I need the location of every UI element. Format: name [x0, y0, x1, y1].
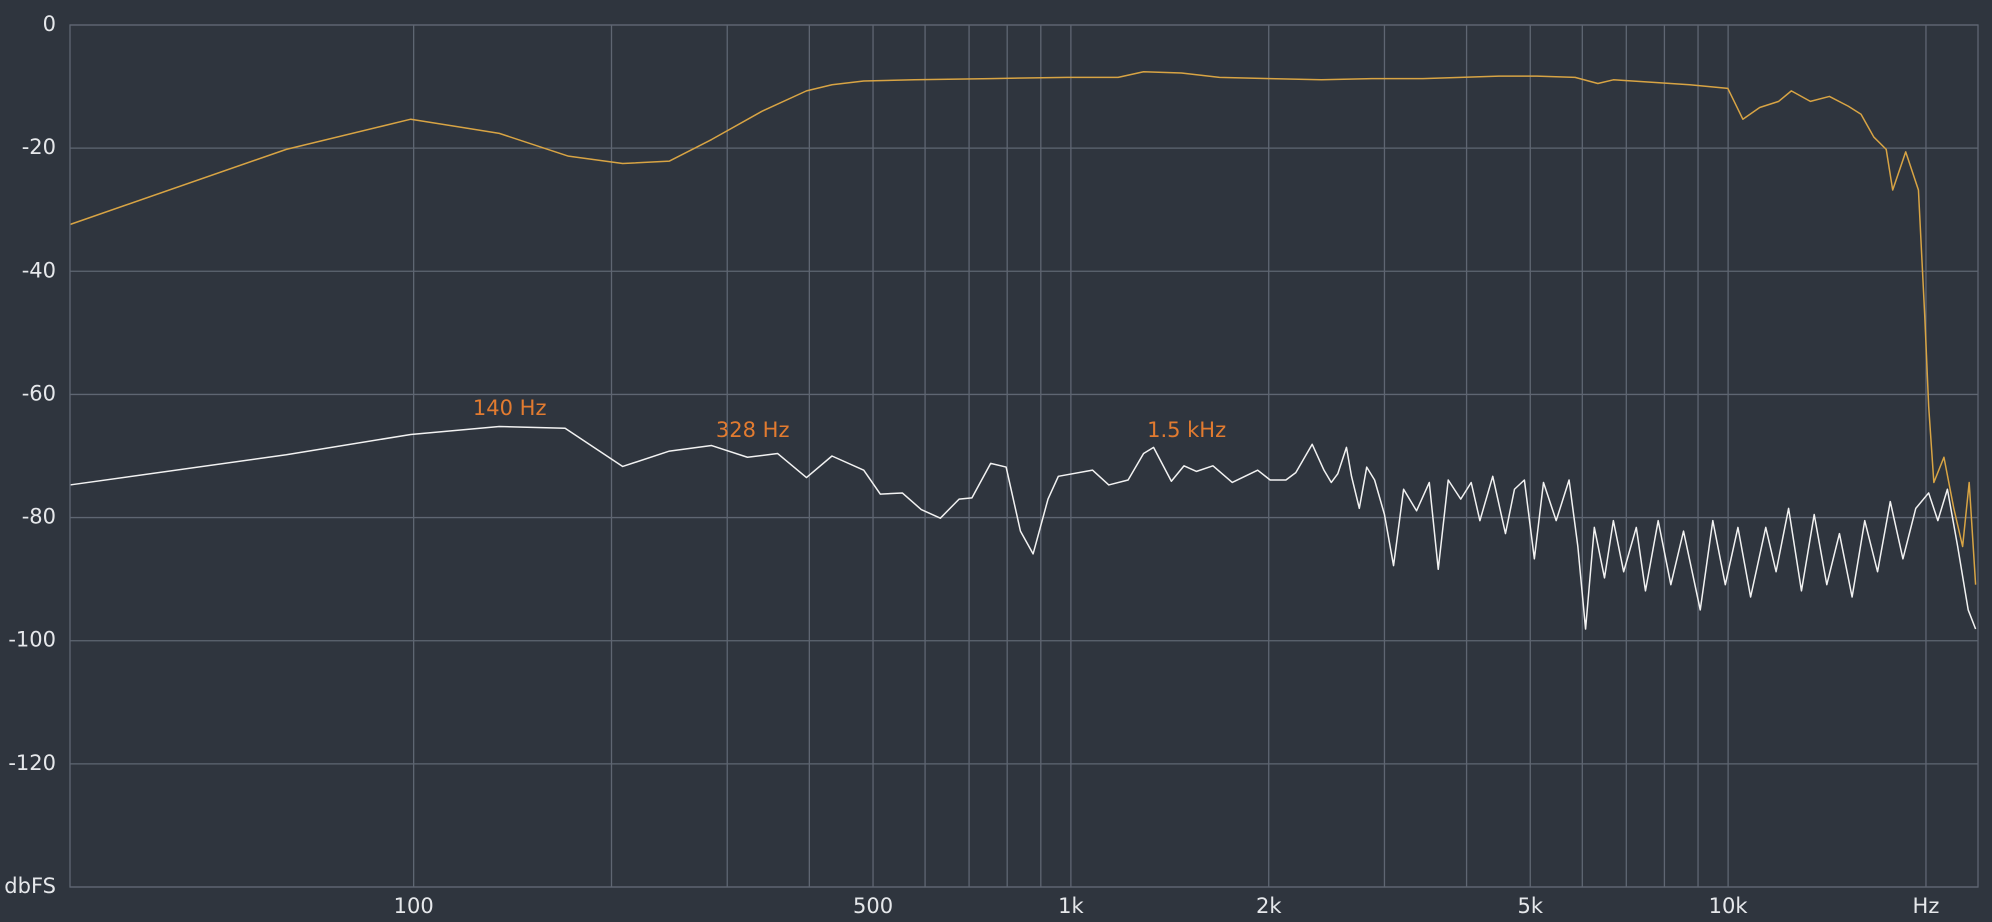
x-tick-label: 100	[394, 894, 434, 918]
y-tick-label: -40	[22, 258, 56, 282]
x-tick-label: 2k	[1256, 894, 1282, 918]
x-tick-label: 10k	[1709, 894, 1749, 918]
plot-frame	[69, 24, 1979, 888]
series-line	[69, 425, 1977, 630]
y-tick-label: dbFS	[4, 874, 56, 898]
series-line	[69, 71, 1977, 585]
plot	[69, 71, 1977, 630]
annotation: 1.5 kHz	[1147, 418, 1226, 442]
y-tick-label: -20	[22, 135, 56, 159]
x-tick-label: 500	[853, 894, 893, 918]
x-tick-label: 1k	[1058, 894, 1084, 918]
labels: 0 -20 -40 -60 -80 -100 -120 dbFS 100 500 1k 2k 5k 10k…	[4, 12, 1939, 918]
y-tick-label: -60	[22, 381, 56, 405]
y-tick-label: -120	[8, 751, 56, 775]
x-tick-label: Hz	[1913, 894, 1940, 918]
annotation: 328 Hz	[716, 418, 790, 442]
x-tick-label: 5k	[1518, 894, 1544, 918]
annotation: 140 Hz	[473, 396, 547, 420]
y-tick-label: -80	[22, 505, 56, 529]
y-tick-label: 0	[43, 12, 56, 36]
grid	[70, 24, 1978, 888]
y-tick-label: -100	[8, 628, 56, 652]
